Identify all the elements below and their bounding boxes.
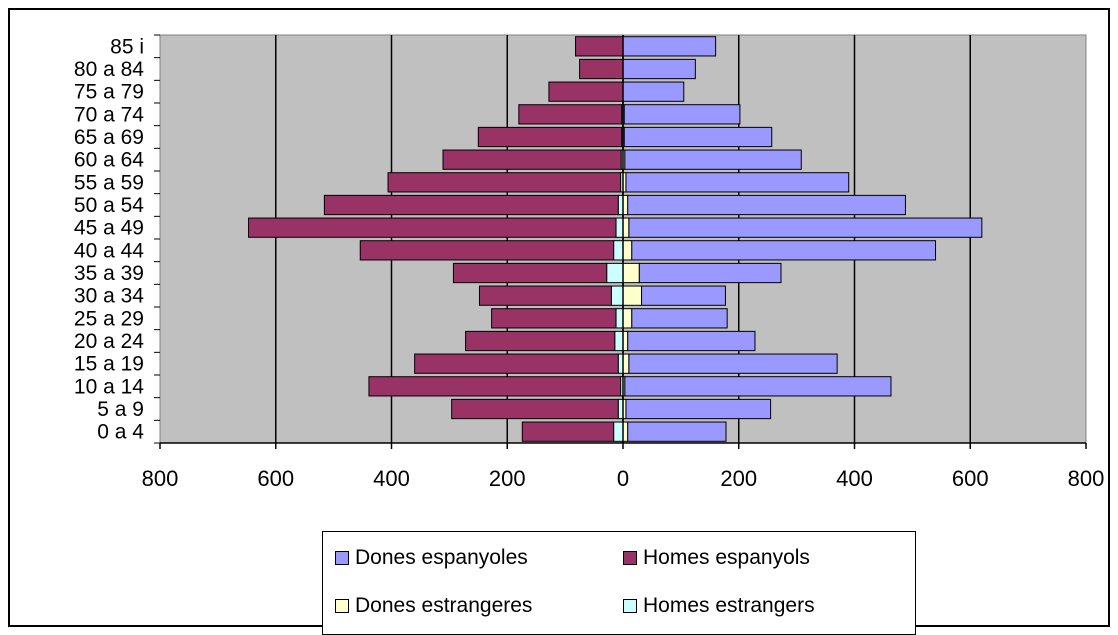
bar-dones-espanyoles <box>628 353 838 374</box>
bar-dones-espanyoles <box>638 262 782 284</box>
bar-dones-espanyoles <box>631 308 728 329</box>
bar-dones-estrangeres <box>622 217 630 238</box>
x-tick-label: 200 <box>720 466 757 491</box>
y-tick-label: 45 a 49 <box>74 217 144 240</box>
y-tick-label: 80 a 84 <box>74 58 144 81</box>
bar-dones-espanyoles <box>627 194 906 216</box>
bar-dones-espanyoles <box>631 240 937 261</box>
bar-homes-espanyols <box>575 36 624 57</box>
bar-dones-espanyoles <box>625 398 772 420</box>
bar-dones-espanyoles <box>622 81 685 102</box>
legend-label: Homes estrangers <box>643 594 815 617</box>
x-tick-label: 400 <box>373 466 410 491</box>
y-tick-label: 35 a 39 <box>74 262 144 285</box>
y-tick-label: 60 a 64 <box>74 149 144 172</box>
bar-homes-estrangers <box>613 421 624 442</box>
y-tick-label: 20 a 24 <box>74 330 144 353</box>
y-tick-label: 0 a 4 <box>97 421 144 444</box>
bar-homes-espanyols <box>477 126 623 148</box>
x-tick-label: 800 <box>1068 466 1105 491</box>
legend-swatch <box>335 551 349 565</box>
bar-homes-espanyols <box>518 104 623 125</box>
y-tick-label: 25 a 29 <box>74 307 144 330</box>
bar-dones-estrangeres <box>622 353 630 374</box>
bar-homes-espanyols <box>359 240 615 261</box>
bar-homes-espanyols <box>248 217 617 238</box>
y-tick-label: 70 a 74 <box>74 103 144 126</box>
legend-swatch <box>623 599 637 613</box>
x-tick-label: 0 <box>617 466 629 491</box>
legend-item-homes-espanyols: Homes espanyols <box>623 546 810 570</box>
legend-item-homes-estrangers: Homes estrangers <box>623 594 815 618</box>
bar-homes-espanyols <box>368 376 622 397</box>
bar-homes-espanyols <box>521 421 615 442</box>
bar-homes-espanyols <box>323 194 619 216</box>
bar-homes-espanyols <box>491 308 617 329</box>
bar-dones-estrangeres <box>622 285 643 306</box>
bar-dones-estrangeres <box>622 240 633 261</box>
bar-dones-espanyoles <box>624 149 802 170</box>
bar-dones-espanyoles <box>622 36 717 57</box>
bar-homes-espanyols <box>451 398 619 420</box>
legend: Dones espanyoles Homes espanyols Dones e… <box>322 531 916 635</box>
bar-dones-espanyoles <box>623 104 741 125</box>
bar-homes-espanyols <box>478 285 612 306</box>
bar-dones-espanyoles <box>641 285 726 306</box>
bar-dones-estrangeres <box>622 308 633 329</box>
bar-dones-espanyoles <box>628 217 983 238</box>
bar-homes-espanyols <box>579 58 624 80</box>
y-tick-label: 5 a 9 <box>97 398 144 421</box>
bar-dones-espanyoles <box>624 376 892 397</box>
y-tick-label: 40 a 44 <box>74 239 144 262</box>
y-tick-label: 10 a 14 <box>74 375 144 398</box>
bar-homes-estrangers <box>615 217 624 238</box>
axes <box>154 34 1087 449</box>
legend-label: Dones estrangeres <box>355 594 533 617</box>
bar-homes-espanyols <box>414 353 619 374</box>
y-tick-label: 85 i <box>110 35 144 58</box>
y-tick-label: 65 a 69 <box>74 126 144 149</box>
tick-labels: 800 600 400 200 0 200 400 600 800 0 a 45 a 910 a … <box>74 35 1104 491</box>
bar-homes-espanyols <box>442 149 622 170</box>
bar-dones-espanyoles <box>622 58 696 80</box>
legend-label: Dones espanyoles <box>355 546 528 569</box>
legend-swatch <box>623 551 637 565</box>
legend-item-dones-espanyoles: Dones espanyoles <box>335 546 528 570</box>
legend-item-dones-estrangeres: Dones estrangeres <box>335 594 532 618</box>
bar-homes-estrangers <box>610 285 624 306</box>
x-tick-label: 600 <box>257 466 294 491</box>
y-tick-label: 15 a 19 <box>74 353 144 376</box>
bar-homes-espanyols <box>387 172 622 193</box>
bar-dones-estrangeres <box>622 262 640 284</box>
x-tick-label: 400 <box>836 466 873 491</box>
bar-dones-espanyoles <box>625 172 850 193</box>
x-tick-label: 200 <box>489 466 526 491</box>
bar-homes-espanyols <box>452 262 608 284</box>
bar-dones-espanyoles <box>623 126 773 148</box>
bar-homes-estrangers <box>614 330 624 352</box>
legend-label: Homes espanyols <box>643 546 810 569</box>
bar-homes-espanyols <box>465 330 616 352</box>
bar-dones-espanyoles <box>627 330 756 352</box>
bar-homes-espanyols <box>548 81 624 102</box>
y-tick-label: 55 a 59 <box>74 171 144 194</box>
bar-homes-estrangers <box>613 240 624 261</box>
x-tick-label: 600 <box>952 466 989 491</box>
x-tick-label: 800 <box>142 466 179 491</box>
bar-dones-espanyoles <box>627 421 727 442</box>
y-tick-label: 30 a 34 <box>74 285 144 308</box>
y-tick-label: 75 a 79 <box>74 81 144 104</box>
bar-homes-estrangers <box>606 262 624 284</box>
y-tick-label: 50 a 54 <box>74 194 144 217</box>
bar-homes-estrangers <box>615 308 624 329</box>
bars <box>248 36 983 442</box>
legend-swatch <box>335 599 349 613</box>
